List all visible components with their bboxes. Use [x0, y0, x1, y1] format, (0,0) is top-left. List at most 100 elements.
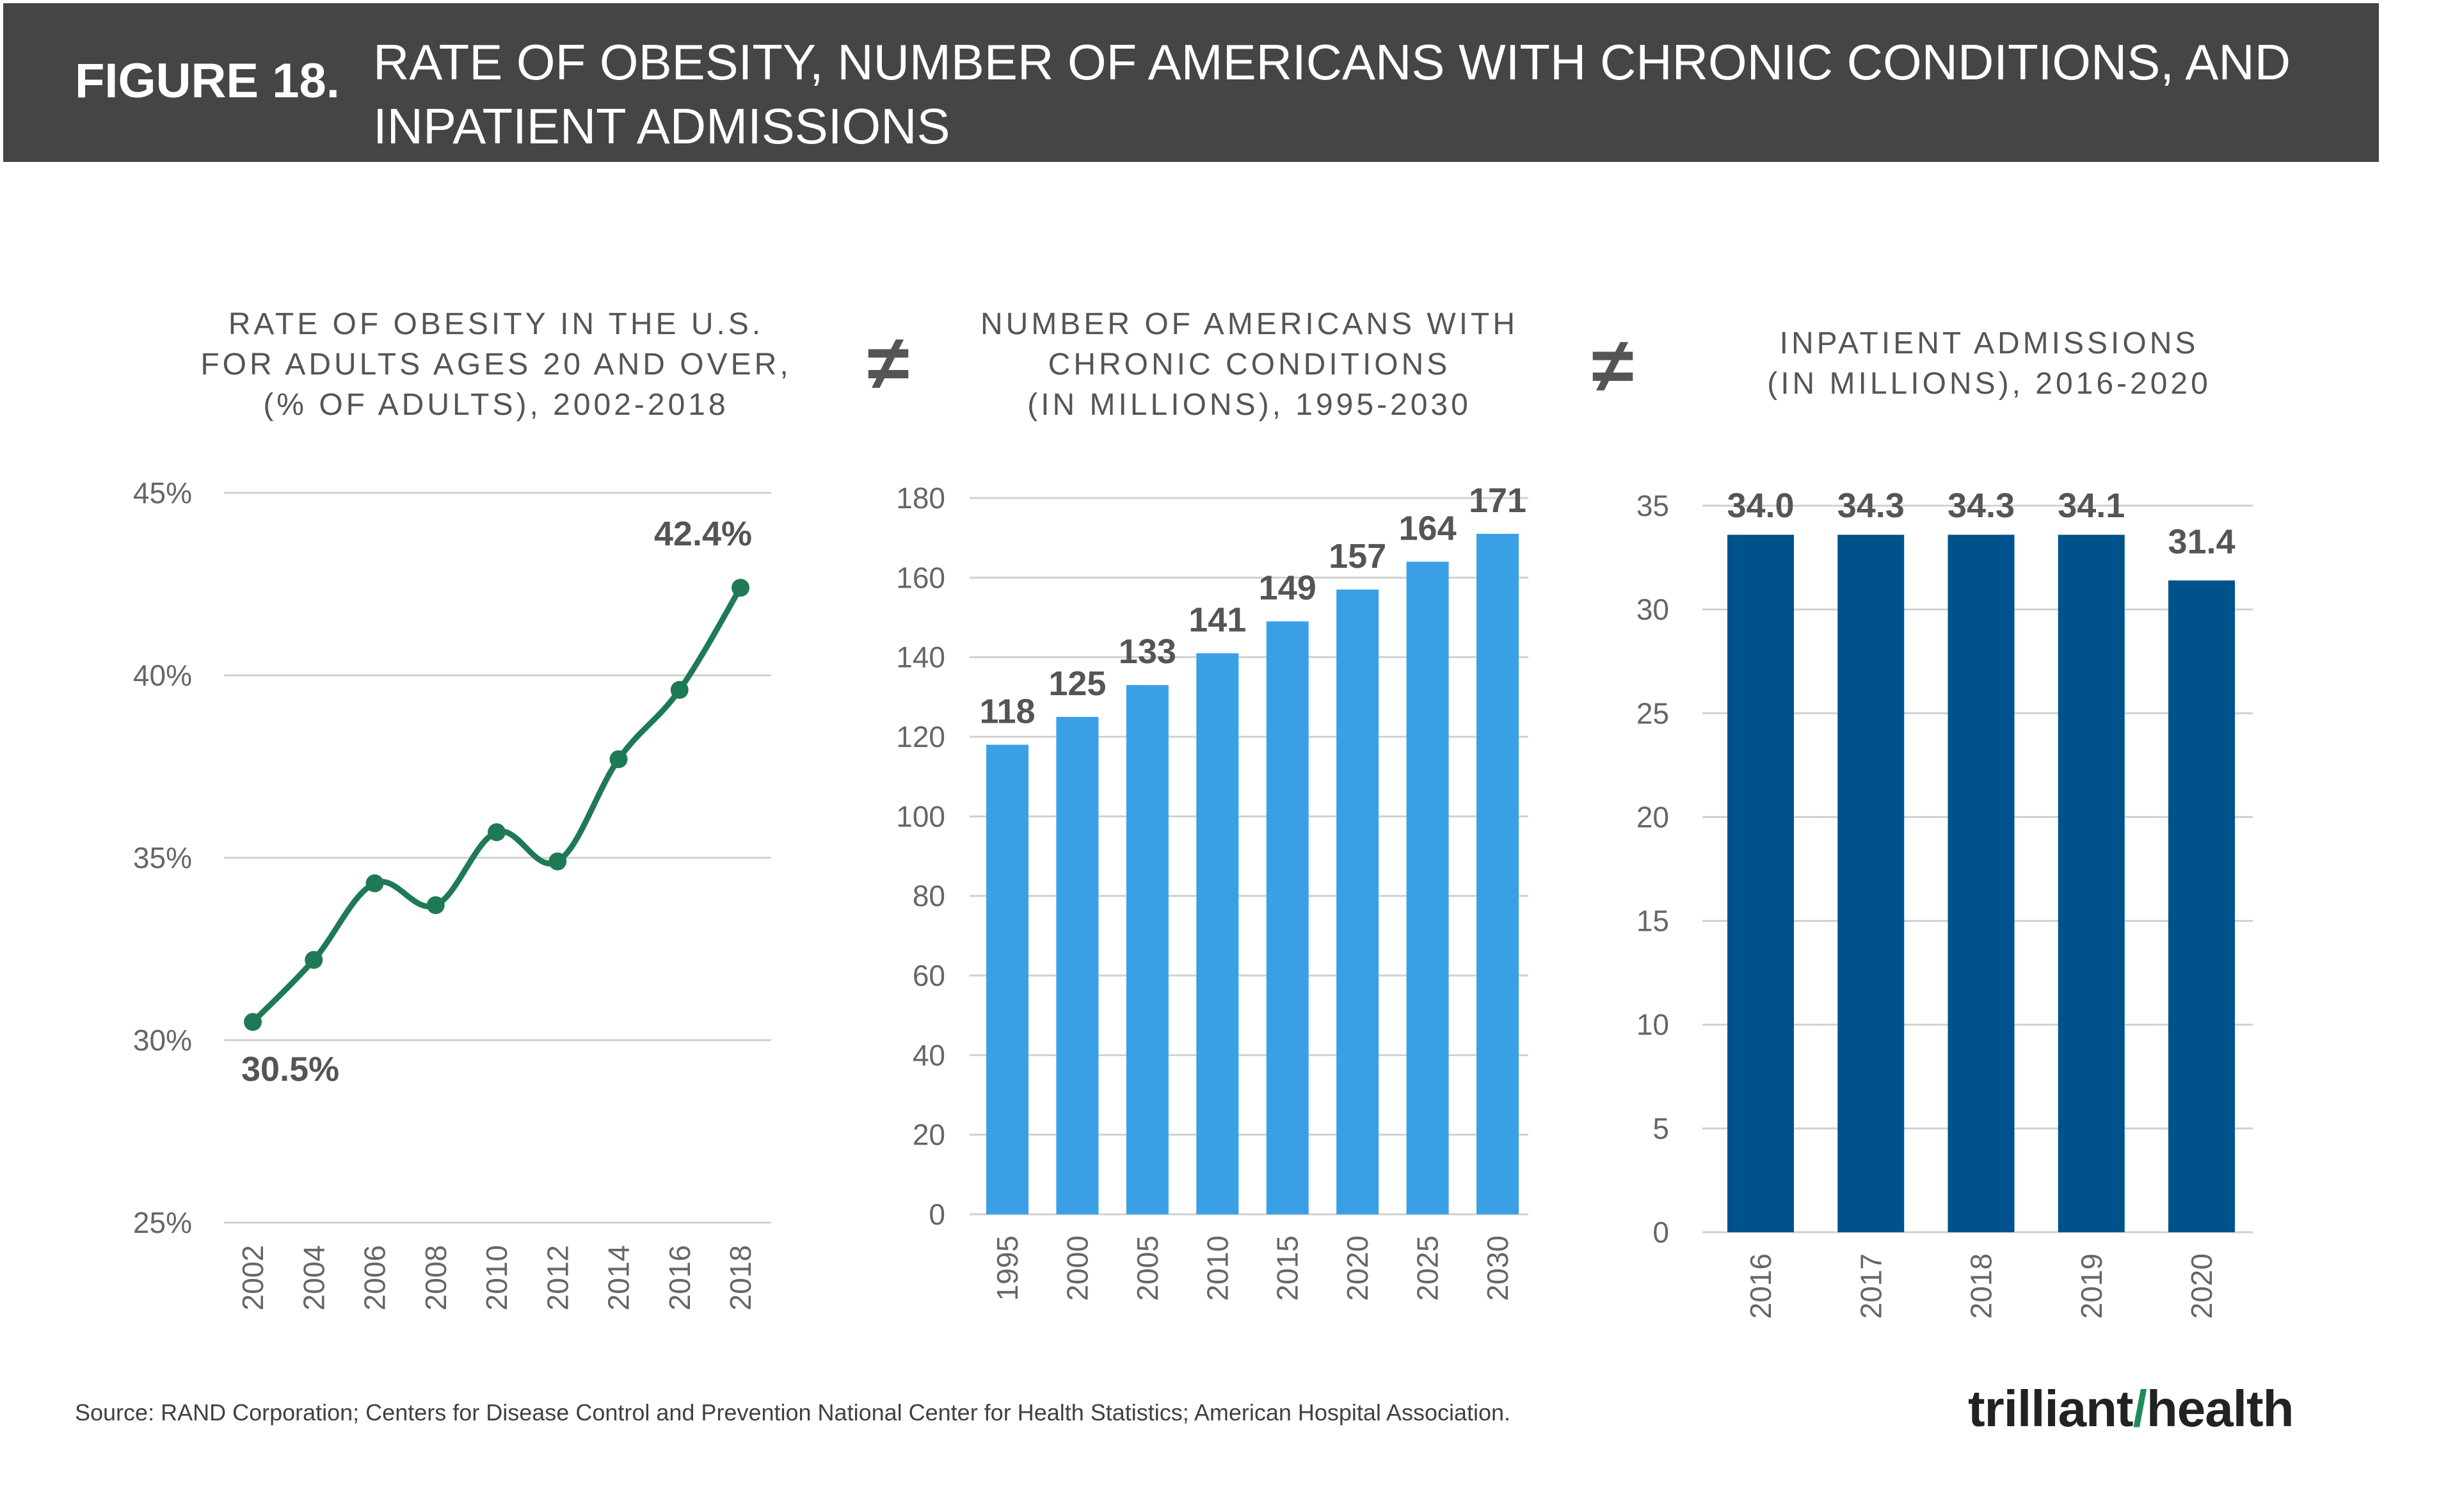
- inpatient-y-tick-label: 25: [1636, 696, 1669, 730]
- inpatient-bar: [1948, 535, 2015, 1232]
- obesity-title-line: (% OF ADULTS), 2002-2018: [263, 388, 728, 422]
- chronic-data-label: 171: [1469, 481, 1526, 520]
- chronic-bar: [1336, 589, 1379, 1214]
- figure-header: FIGURE 18. RATE OF OBESITY, NUMBER OF AM…: [3, 3, 2379, 162]
- chronic-data-label: 125: [1048, 664, 1106, 703]
- obesity-data-label: 42.4%: [654, 515, 752, 553]
- chronic-x-tick-label: 2000: [1060, 1235, 1094, 1301]
- chronic-title-line: NUMBER OF AMERICANS WITH: [980, 307, 1518, 341]
- inpatient-x-tick-label: 2016: [1744, 1253, 1777, 1319]
- inpatient-data-label: 34.3: [1837, 486, 1905, 525]
- inpatient-x-tick-label: 2019: [2075, 1253, 2108, 1319]
- inpatient-bar: [2168, 580, 2235, 1232]
- inpatient-y-tick-label: 0: [1652, 1216, 1669, 1249]
- obesity-data-point: [426, 896, 445, 915]
- inpatient-x-tick-label: 2018: [1965, 1253, 1998, 1319]
- obesity-data-point: [732, 579, 749, 597]
- obesity-series-line: [250, 584, 744, 1025]
- inpatient-title-line: INPATIENT ADMISSIONS: [1780, 326, 2199, 360]
- chronic-y-tick-label: 160: [896, 561, 945, 594]
- inpatient-bar: [2058, 535, 2125, 1232]
- obesity-x-tick-label: 2016: [663, 1245, 696, 1310]
- inpatient-data-label: 34.3: [1948, 486, 2015, 525]
- obesity-y-tick-label: 30%: [133, 1024, 192, 1057]
- inpatient-y-tick-label: 20: [1636, 800, 1669, 833]
- chronic-x-tick-label: 2010: [1201, 1235, 1234, 1301]
- obesity-data-point: [548, 852, 567, 871]
- chronic-bar: [1476, 533, 1519, 1215]
- chronic-y-tick-label: 140: [896, 641, 945, 674]
- obesity-x-tick-label: 2014: [602, 1245, 636, 1310]
- chronic-bar: [1126, 685, 1169, 1214]
- chronic-y-tick-label: 100: [896, 800, 945, 833]
- source-note: Source: RAND Corporation; Centers for Di…: [75, 1399, 1511, 1426]
- chronic-bar: [1406, 561, 1449, 1214]
- chronic-y-tick-label: 0: [929, 1198, 945, 1231]
- chronic-x-tick-label: 2020: [1341, 1235, 1374, 1301]
- obesity-title-line: FOR ADULTS AGES 20 AND OVER,: [200, 348, 791, 382]
- inpatient-y-tick-label: 15: [1636, 904, 1669, 938]
- obesity-data-point: [365, 874, 384, 892]
- chronic-bar: [1266, 621, 1309, 1214]
- inpatient-data-label: 31.4: [2168, 523, 2235, 561]
- obesity-x-tick-label: 2006: [358, 1245, 392, 1310]
- inpatient-y-tick-label: 5: [1652, 1112, 1669, 1145]
- obesity-x-tick-label: 2002: [236, 1245, 269, 1310]
- chronic-data-label: 149: [1259, 569, 1316, 607]
- inpatient-x-tick-label: 2020: [2185, 1253, 2218, 1319]
- chronic-data-label: 164: [1399, 509, 1457, 547]
- obesity-x-tick-label: 2018: [724, 1245, 757, 1310]
- inpatient-y-tick-label: 30: [1636, 593, 1669, 626]
- inpatient-bar: [1727, 535, 1794, 1232]
- obesity-x-tick-label: 2008: [419, 1245, 452, 1310]
- not-equal-icon: ≠: [1592, 323, 1634, 408]
- chronic-data-label: 157: [1329, 537, 1386, 575]
- obesity-x-tick-label: 2004: [297, 1245, 330, 1310]
- inpatient-y-tick-label: 35: [1636, 489, 1669, 522]
- trilliant-health-logo: trilliant/health: [1968, 1379, 2294, 1438]
- logo-right-text: health: [2146, 1380, 2294, 1437]
- chronic-x-tick-label: 1995: [991, 1235, 1024, 1301]
- chronic-x-tick-label: 2030: [1481, 1235, 1514, 1301]
- chronic-y-tick-label: 20: [913, 1118, 945, 1152]
- obesity-x-tick-label: 2012: [541, 1245, 574, 1310]
- obesity-data-point: [244, 1013, 262, 1031]
- logo-mark: /: [2132, 1380, 2147, 1437]
- obesity-x-tick-label: 2010: [480, 1245, 513, 1310]
- not-equal-icon: ≠: [867, 320, 909, 406]
- chronic-data-label: 133: [1119, 632, 1176, 671]
- obesity-data-point: [609, 750, 628, 769]
- figure-label: FIGURE 18.: [75, 54, 340, 108]
- obesity-y-tick-label: 35%: [133, 841, 192, 874]
- figure-title: RATE OF OBESITY, NUMBER OF AMERICANS WIT…: [373, 34, 2291, 154]
- chronic-y-tick-label: 40: [913, 1038, 945, 1072]
- obesity-title-line: RATE OF OBESITY IN THE U.S.: [228, 307, 764, 341]
- chronic-title-line: (IN MILLIONS), 1995-2030: [1027, 388, 1471, 422]
- obesity-data-point: [670, 680, 689, 699]
- chronic-y-tick-label: 80: [913, 880, 945, 913]
- chronic-bar: [1056, 716, 1099, 1214]
- chronic-bar: [1196, 653, 1239, 1214]
- chronic-x-tick-label: 2025: [1411, 1235, 1444, 1301]
- chronic-x-tick-label: 2005: [1131, 1235, 1164, 1301]
- chronic-bar: [986, 744, 1028, 1214]
- inpatient-y-tick-label: 10: [1636, 1008, 1669, 1041]
- chronic-data-label: 141: [1188, 600, 1246, 639]
- inpatient-bar: [1837, 535, 1905, 1232]
- obesity-y-tick-label: 25%: [133, 1206, 192, 1239]
- obesity-y-tick-label: 45%: [133, 476, 192, 510]
- obesity-data-point: [305, 951, 323, 969]
- chronic-y-tick-label: 120: [896, 720, 945, 753]
- chronic-y-tick-label: 180: [896, 481, 945, 515]
- obesity-y-tick-label: 40%: [133, 659, 192, 692]
- logo-left-text: trilliant: [1968, 1380, 2134, 1437]
- inpatient-x-tick-label: 2017: [1854, 1253, 1887, 1319]
- obesity-data-label: 30.5%: [241, 1050, 339, 1089]
- inpatient-data-label: 34.0: [1727, 486, 1794, 525]
- inpatient-data-label: 34.1: [2058, 486, 2125, 525]
- obesity-data-point: [488, 823, 506, 842]
- inpatient-title-line: (IN MILLIONS), 2016-2020: [1767, 367, 2211, 401]
- chronic-y-tick-label: 60: [913, 959, 945, 992]
- chronic-data-label: 118: [979, 692, 1035, 730]
